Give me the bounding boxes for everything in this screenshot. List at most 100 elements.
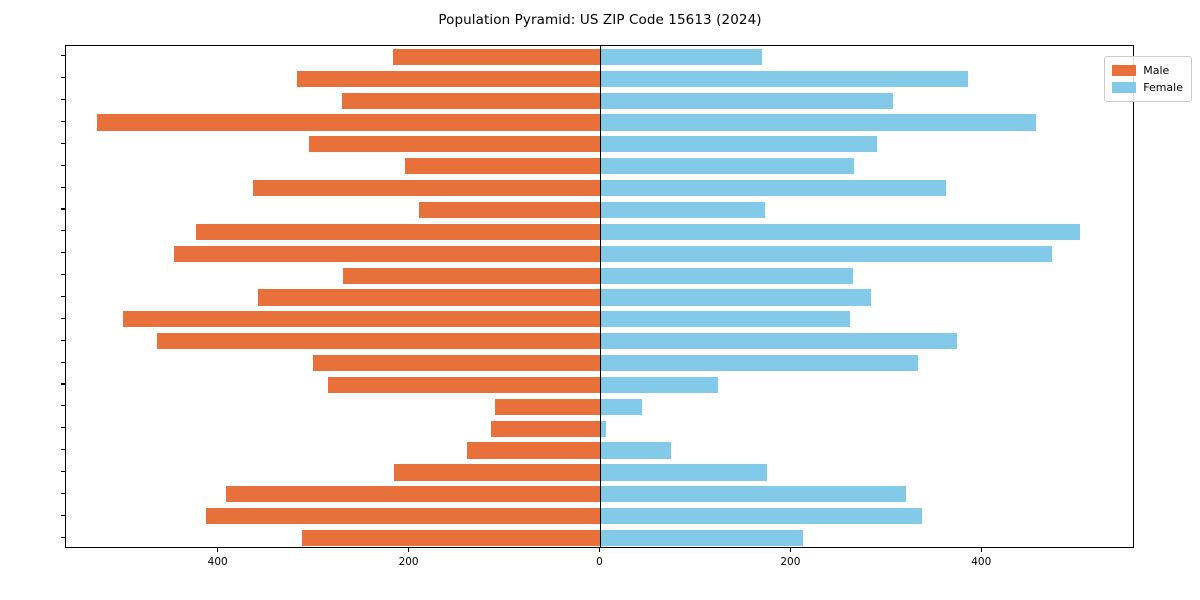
legend-label: Female [1143, 81, 1183, 94]
legend-label: Male [1143, 64, 1170, 77]
bar-male[interactable] [419, 201, 601, 219]
bar-female[interactable] [600, 486, 906, 503]
bar-male[interactable] [466, 442, 601, 459]
bar-row [66, 158, 1133, 175]
y-axis-tick-mark [61, 317, 65, 319]
bar-female[interactable] [600, 398, 642, 415]
bar-female[interactable] [600, 70, 968, 87]
y-axis-tick-mark [61, 186, 65, 188]
bar-female[interactable] [600, 158, 855, 175]
x-axis-tick-mark [789, 548, 791, 552]
y-axis-tick-mark [61, 208, 65, 210]
chart-legend: Male Female [1104, 56, 1192, 102]
bar-female[interactable] [600, 289, 871, 306]
x-axis-tick-label: 400 [207, 556, 228, 568]
bar-row [66, 376, 1133, 394]
bar-row [66, 529, 1133, 547]
y-axis-tick-mark [61, 274, 65, 276]
y-axis-tick-mark [61, 361, 65, 363]
bar-row [66, 420, 1133, 437]
bar-row [66, 70, 1133, 87]
bar-female[interactable] [600, 376, 718, 394]
bar-male[interactable] [97, 114, 601, 131]
bar-male[interactable] [327, 376, 601, 394]
y-axis-tick-mark [61, 514, 65, 516]
bar-female[interactable] [600, 333, 958, 350]
bar-female[interactable] [600, 355, 919, 372]
bar-male[interactable] [341, 92, 601, 109]
y-axis-tick-mark [61, 252, 65, 254]
y-axis-tick-mark [61, 295, 65, 298]
bar-row [66, 267, 1133, 284]
bar-female[interactable] [600, 442, 672, 459]
bar-male[interactable] [195, 223, 601, 240]
bar-row [66, 114, 1133, 131]
y-axis-tick-mark [61, 142, 65, 144]
y-axis-tick-mark [61, 339, 65, 341]
bar-row [66, 223, 1133, 240]
bar-female[interactable] [600, 245, 1052, 262]
bar-male[interactable] [206, 508, 601, 525]
bar-female[interactable] [600, 420, 607, 437]
bar-female[interactable] [600, 267, 854, 284]
bar-male[interactable] [494, 398, 601, 415]
legend-swatch-icon [1112, 65, 1137, 76]
y-axis-tick-mark [61, 449, 65, 451]
bar-row [66, 180, 1133, 197]
bar-row [66, 464, 1133, 481]
bar-male[interactable] [309, 136, 601, 153]
y-axis-tick-mark [61, 120, 65, 123]
bar-female[interactable] [600, 311, 850, 328]
bar-female[interactable] [600, 464, 767, 481]
bar-female[interactable] [600, 136, 878, 153]
bar-row [66, 508, 1133, 525]
bar-female[interactable] [600, 508, 923, 525]
x-axis-tick-mark [217, 548, 219, 552]
y-axis-tick-mark [61, 99, 65, 101]
y-axis-tick-mark [61, 55, 65, 57]
bar-female[interactable] [600, 529, 803, 547]
y-axis-tick-mark [61, 405, 65, 407]
bar-row [66, 245, 1133, 262]
bar-female[interactable] [600, 223, 1080, 240]
bar-female[interactable] [600, 48, 762, 65]
x-axis-tick-mark [408, 548, 410, 552]
bar-female[interactable] [600, 92, 893, 109]
bar-row [66, 486, 1133, 503]
y-axis-tick-mark [61, 77, 65, 79]
bar-male[interactable] [393, 48, 601, 65]
bar-male[interactable] [296, 70, 601, 87]
y-axis-tick-mark [61, 470, 65, 472]
bar-male[interactable] [342, 267, 601, 284]
bar-male[interactable] [301, 529, 601, 547]
bar-row [66, 289, 1133, 306]
bar-male[interactable] [253, 180, 601, 197]
x-axis-tick-mark [598, 548, 601, 552]
bar-male[interactable] [490, 420, 601, 437]
legend-entry[interactable]: Female [1112, 79, 1183, 96]
legend-entry[interactable]: Male [1112, 62, 1183, 79]
bar-row [66, 311, 1133, 328]
bar-male[interactable] [404, 158, 601, 175]
bar-male[interactable] [226, 486, 601, 503]
bar-female[interactable] [600, 180, 947, 197]
bar-male[interactable] [123, 311, 601, 328]
bar-male[interactable] [173, 245, 601, 262]
x-axis-tick-mark [980, 548, 982, 552]
y-axis-tick-mark [61, 230, 65, 232]
x-axis-tick-label: 0 [596, 556, 603, 568]
y-axis-tick-mark [61, 164, 65, 166]
y-axis-tick-mark [61, 492, 65, 494]
x-axis-tick-label: 200 [398, 556, 419, 568]
bar-male[interactable] [394, 464, 601, 481]
bar-male[interactable] [257, 289, 601, 306]
bar-female[interactable] [600, 114, 1036, 131]
bar-male[interactable] [156, 333, 601, 350]
bar-row [66, 442, 1133, 459]
bar-male[interactable] [313, 355, 601, 372]
x-axis-tick-label: 400 [971, 556, 992, 568]
plot-area [65, 45, 1134, 548]
bar-female[interactable] [600, 201, 765, 219]
bar-row [66, 92, 1133, 109]
